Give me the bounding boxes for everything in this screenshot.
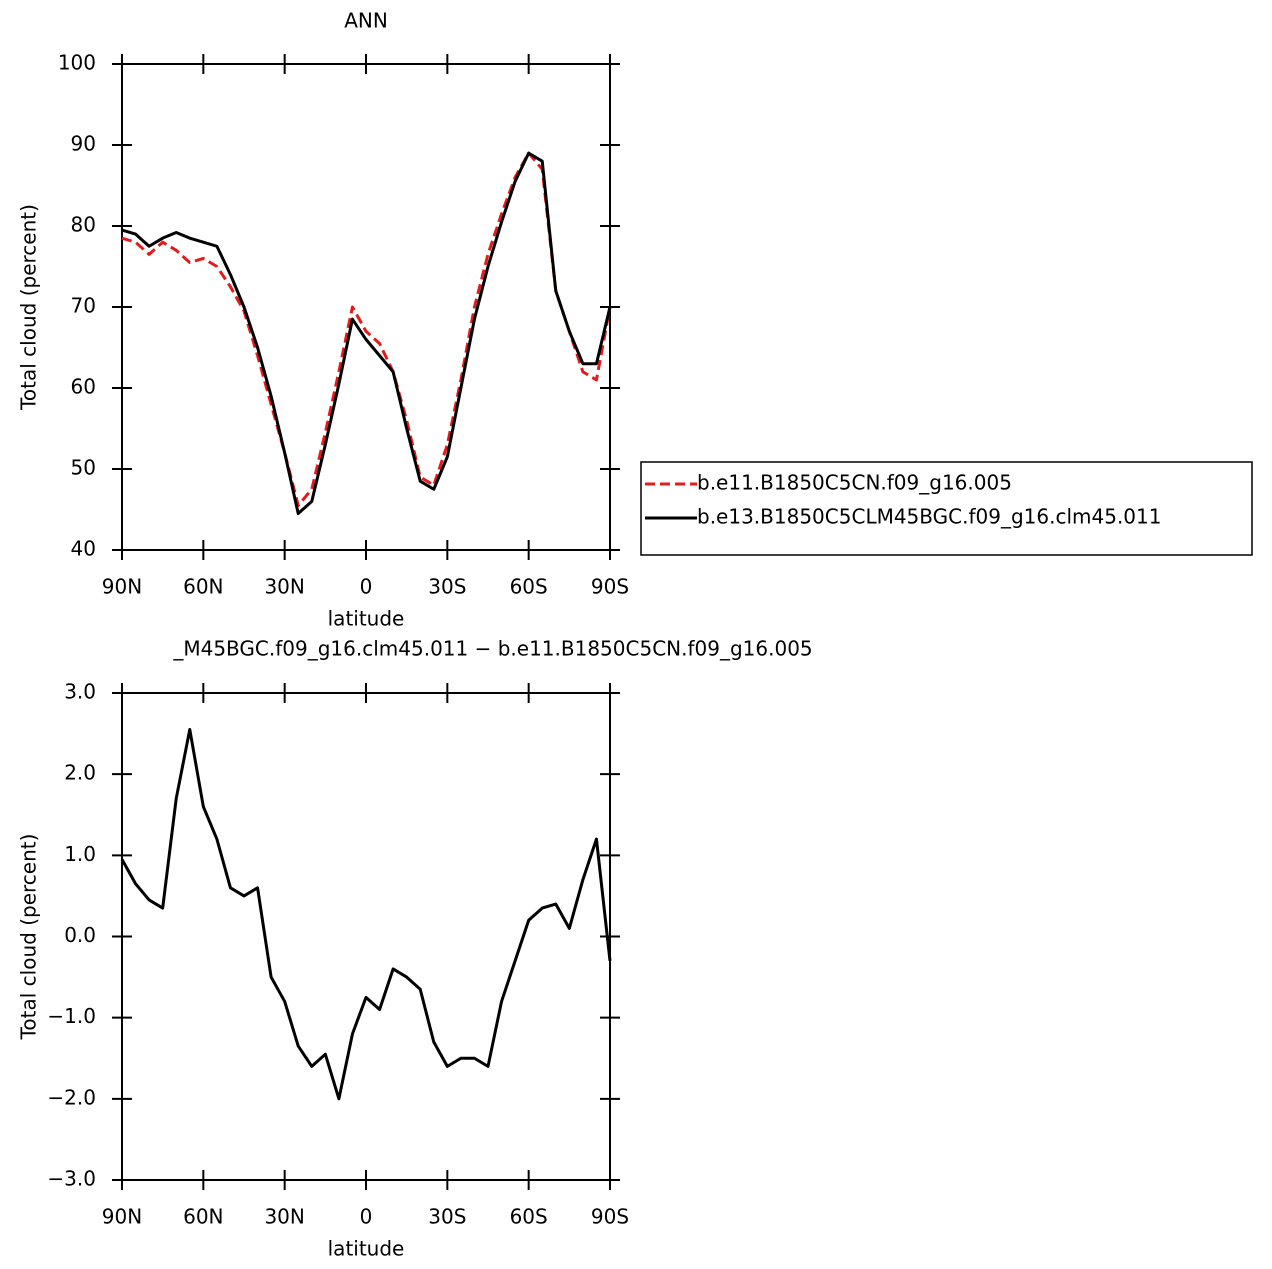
data-line <box>121 151 612 516</box>
y-tick-label: 100 <box>58 51 96 75</box>
x-axis-label: latitude <box>328 1237 405 1261</box>
plot-frame <box>121 63 611 551</box>
chart-title: _M45BGC.f09_g16.clm45.011 − b.e11.B1850C… <box>172 637 812 661</box>
chart-panel: _M45BGC.f09_g16.clm45.011 − b.e11.B1850C… <box>17 637 813 1261</box>
x-tick-label: 30N <box>264 575 304 599</box>
data-line <box>120 728 612 1101</box>
y-tick-label: 60 <box>71 375 96 399</box>
x-tick-label: 60N <box>183 575 223 599</box>
x-tick-label: 90N <box>102 1205 142 1229</box>
chart-title: ANN <box>344 9 388 33</box>
y-tick-label: 80 <box>71 213 96 237</box>
chart-panel: ANN latitude Total cloud (percent) 40 50 60 70… <box>17 9 1253 631</box>
y-tick-label: 2.0 <box>64 761 96 785</box>
x-tick-label: 60N <box>183 1205 223 1229</box>
y-axis-label: Total cloud (percent) <box>17 204 41 411</box>
y-tick-label: −1.0 <box>47 1004 96 1028</box>
x-tick-label: 30S <box>428 1205 466 1229</box>
x-tick-label: 60S <box>510 575 548 599</box>
y-tick-label: −3.0 <box>47 1167 96 1191</box>
x-tick-label: 30N <box>264 1205 304 1229</box>
x-tick-label: 0 <box>360 1205 373 1229</box>
y-tick-label: 1.0 <box>64 842 96 866</box>
y-tick-label: 50 <box>71 456 96 480</box>
y-tick-label: 70 <box>71 294 96 318</box>
x-tick-label: 90S <box>591 1205 629 1229</box>
data-line <box>121 151 612 507</box>
plot-frame <box>121 692 611 1181</box>
legend-box <box>640 461 1253 556</box>
y-tick-label: 90 <box>71 132 96 156</box>
legend-label: b.e13.B1850C5CLM45BGC.f09_g16.clm45.011 <box>697 505 1161 529</box>
y-tick-label: 40 <box>71 537 96 561</box>
x-axis-label: latitude <box>328 607 405 631</box>
x-tick-label: 90S <box>591 575 629 599</box>
y-axis-label: Total cloud (percent) <box>17 834 41 1041</box>
y-tick-label: 0.0 <box>64 923 96 947</box>
x-tick-label: 30S <box>428 575 466 599</box>
legend-label: b.e11.B1850C5CN.f09_g16.005 <box>697 471 1012 495</box>
x-tick-label: 60S <box>510 1205 548 1229</box>
x-tick-label: 0 <box>360 575 373 599</box>
x-tick-label: 90N <box>102 575 142 599</box>
y-tick-label: −2.0 <box>47 1085 96 1109</box>
y-tick-label: 3.0 <box>64 680 96 704</box>
